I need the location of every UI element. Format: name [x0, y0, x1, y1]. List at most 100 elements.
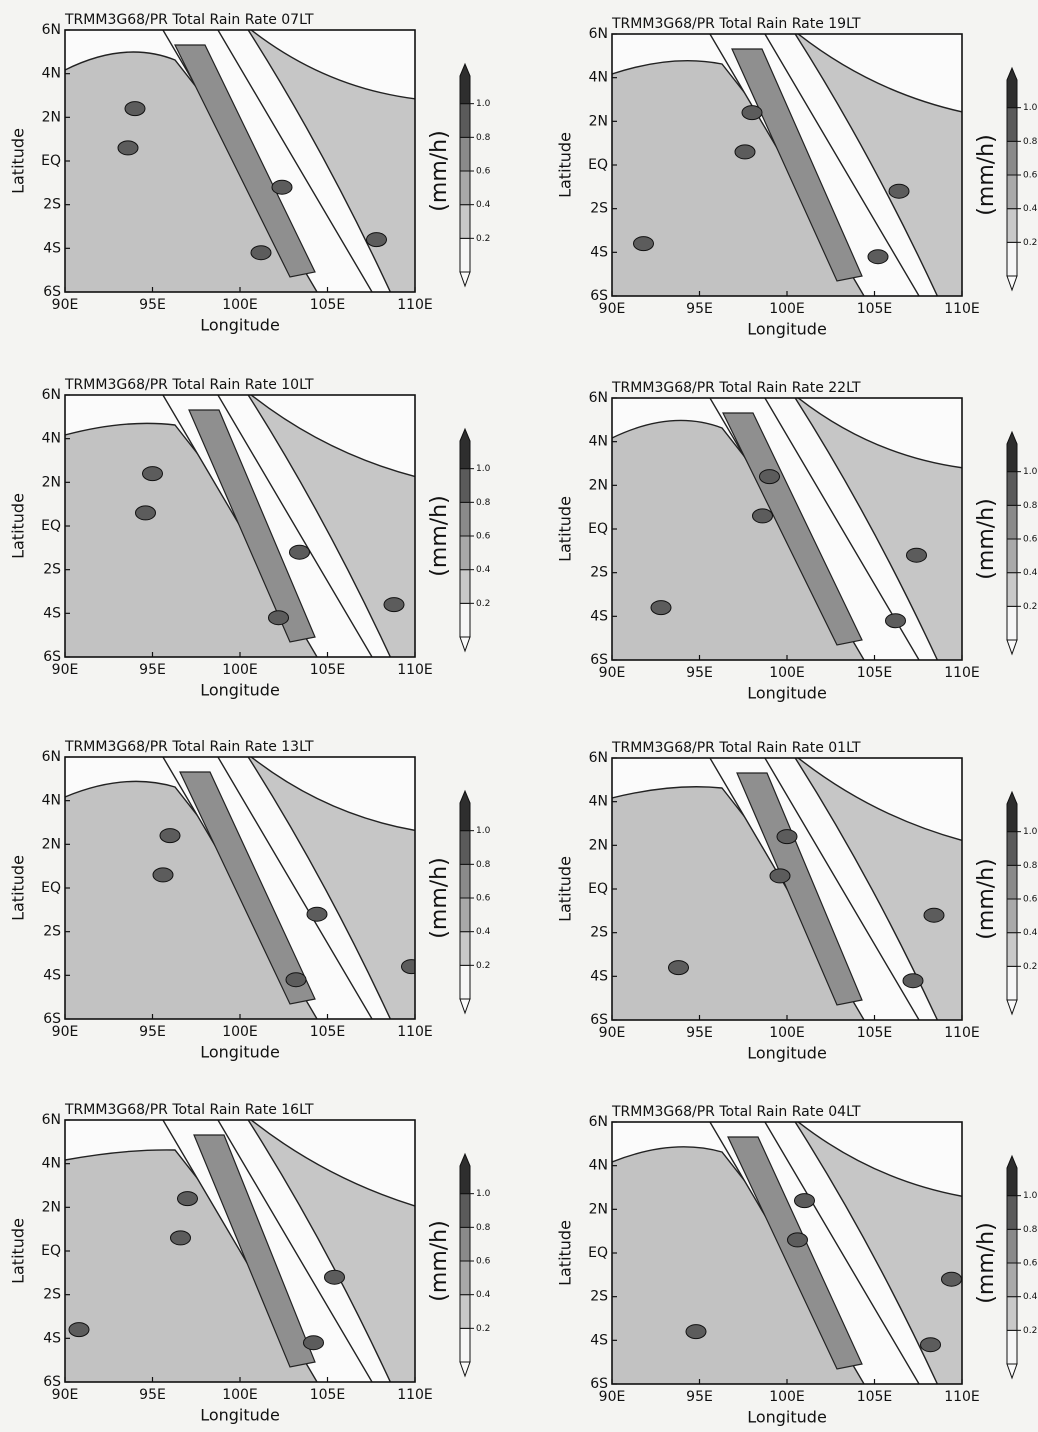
colorbar-tip [459, 998, 471, 1015]
y-tick-label: EQ [588, 521, 608, 537]
colorbar-tick-label: 0.4 [476, 927, 491, 937]
panel-title: TRMM3G68/PR Total Rain Rate 07LT [64, 12, 314, 28]
x-tick-label: 100E [769, 665, 805, 681]
colorbar-segment [459, 204, 471, 239]
y-tick-label: 6N [42, 22, 61, 38]
rain-band [179, 771, 316, 1005]
x-tick-label: 110E [944, 301, 980, 317]
rain-cell [920, 1337, 941, 1353]
x-tick-label: 95E [686, 665, 713, 681]
rain-band [727, 1136, 863, 1370]
x-tick-label: 100E [222, 297, 258, 313]
rain-area [794, 34, 962, 296]
panel-title: TRMM3G68/PR Total Rain Rate 16LT [64, 1102, 314, 1118]
panel-title: TRMM3G68/PR Total Rain Rate 22LT [611, 380, 861, 396]
y-tick-label: 4S [590, 244, 608, 260]
rain-cell [941, 1271, 962, 1287]
colorbar-segment [459, 569, 471, 604]
y-tick-label: EQ [41, 1243, 61, 1259]
y-tick-label: 6N [42, 749, 61, 765]
colorbar-segment [459, 830, 471, 865]
panel: TRMM3G68/PR Total Rain Rate 16LT Longitud… [9, 1102, 491, 1425]
y-tick-label: 4N [589, 1158, 608, 1174]
rain-cell [159, 828, 181, 844]
colorbar-tick-label: 0.2 [1023, 1326, 1037, 1336]
x-tick-label: 90E [52, 1387, 79, 1403]
field [65, 30, 415, 292]
colorbar-segment [459, 1152, 471, 1195]
colorbar-tip [1006, 999, 1018, 1016]
x-tick-label: 95E [686, 301, 713, 317]
colorbar-segment [459, 103, 471, 138]
colorbar-segment [1006, 174, 1018, 210]
rain-cell [401, 959, 415, 975]
y-tick-label: 4N [42, 1156, 61, 1172]
colorbar-tick-label: 0.8 [476, 1223, 491, 1233]
colorbar-tick-label: 1.0 [1023, 467, 1038, 477]
colorbar-label: (mm/h) [974, 1222, 999, 1303]
y-axis-label: Latitude [9, 855, 28, 921]
colorbar-segment [1006, 932, 1018, 967]
rain-cell [152, 867, 174, 883]
rain-band [736, 772, 863, 1006]
y-axis-label: Latitude [9, 1218, 28, 1284]
colorbar-tick-label: 0.8 [1023, 137, 1038, 147]
x-tick-label: 90E [52, 1024, 79, 1040]
y-tick-label: EQ [588, 881, 608, 897]
rain-cell [324, 1269, 345, 1285]
y-axis-label: Latitude [556, 856, 575, 922]
colorbar-tick-label: 0.6 [1023, 1259, 1038, 1269]
y-tick-label: 2S [590, 565, 608, 581]
colorbar-segment [1006, 1154, 1018, 1197]
colorbar-tick-label: 0.6 [1023, 535, 1038, 545]
x-axis-label: Longitude [200, 316, 280, 335]
colorbar-tick-label: 1.0 [476, 99, 491, 109]
x-tick-label: 105E [857, 1389, 893, 1405]
colorbar-segment [1006, 831, 1018, 866]
panel: TRMM3G68/PR Total Rain Rate 01LT Longitud… [556, 740, 1038, 1063]
x-axis-label: Longitude [747, 1044, 827, 1063]
colorbar-tick-label: 1.0 [476, 826, 491, 836]
rain-cell [633, 236, 654, 252]
rain-band [722, 412, 863, 646]
colorbar-label: (mm/h) [427, 130, 452, 211]
colorbar-segment [459, 964, 471, 1000]
y-tick-label: EQ [588, 1245, 608, 1261]
y-tick-label: 4N [589, 70, 608, 86]
y-tick-label: 4S [590, 968, 608, 984]
colorbar-segment [459, 1260, 471, 1296]
x-tick-label: 105E [857, 301, 893, 317]
rain-cell [366, 232, 387, 248]
colorbar-segment [459, 136, 471, 172]
rain-cell [734, 144, 756, 160]
x-tick-label: 110E [944, 1025, 980, 1041]
panel: TRMM3G68/PR Total Rain Rate 22LT Longitud… [556, 380, 1038, 703]
colorbar-tick-label: 0.2 [476, 234, 490, 244]
x-tick-label: 110E [944, 665, 980, 681]
colorbar-tick-label: 0.6 [476, 894, 491, 904]
rain-cell [289, 544, 310, 560]
y-tick-label: 2N [589, 113, 608, 129]
x-tick-label: 110E [397, 662, 433, 678]
colorbar-segment [1006, 208, 1018, 243]
colorbar-segment [1006, 864, 1018, 900]
colorbar-segment [459, 535, 471, 571]
x-tick-label: 90E [599, 665, 626, 681]
colorbar-tip [1006, 275, 1018, 292]
y-tick-label: EQ [588, 157, 608, 173]
colorbar-segment [459, 62, 471, 105]
colorbar-tick-label: 0.8 [1023, 501, 1038, 511]
panel-title: TRMM3G68/PR Total Rain Rate 13LT [64, 739, 314, 755]
colorbar-tick-label: 0.4 [476, 1290, 491, 1300]
rain-cell [124, 101, 146, 117]
colorbar-segment [1006, 107, 1018, 142]
x-tick-label: 90E [599, 1025, 626, 1041]
x-tick-label: 100E [769, 1389, 805, 1405]
x-axis-label: Longitude [200, 681, 280, 700]
x-tick-label: 90E [599, 1389, 626, 1405]
colorbar-label: (mm/h) [427, 1220, 452, 1301]
colorbar-segment [459, 170, 471, 206]
colorbar-segment [1006, 1296, 1018, 1331]
rain-band [188, 409, 316, 643]
colorbar-segment [459, 468, 471, 503]
